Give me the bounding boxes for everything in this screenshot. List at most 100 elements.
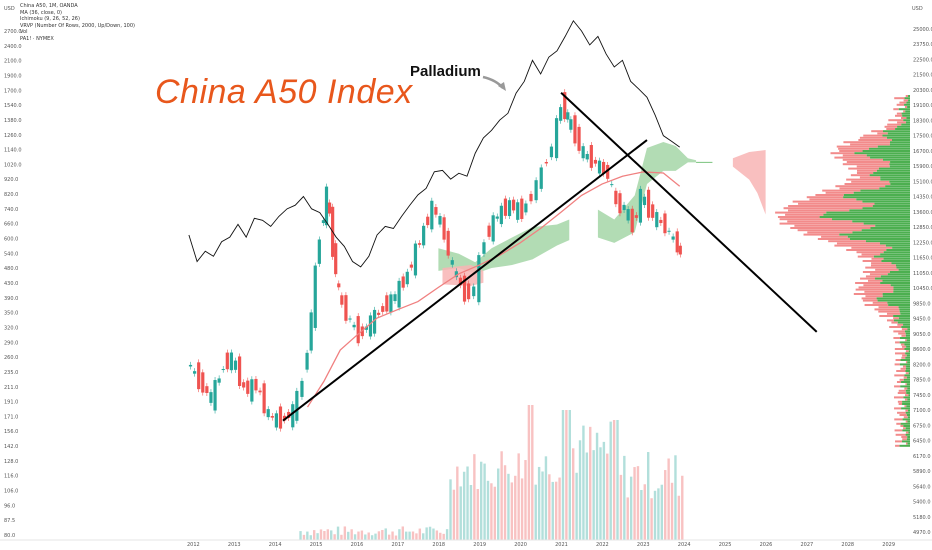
profile-bar-red — [860, 277, 876, 280]
left-tick-label: 1900.0 — [4, 73, 22, 79]
profile-bar-red — [893, 337, 900, 339]
profile-bar-green — [901, 440, 910, 443]
right-tick-label: 16700.0 — [913, 149, 932, 155]
volume-bar — [561, 410, 565, 540]
left-tick-label: 480.0 — [4, 266, 18, 272]
left-tick-label: 740.0 — [4, 207, 18, 213]
volume-bar — [323, 531, 326, 540]
legend-overlay[interactable]: PA1! · NYMEX — [20, 35, 54, 42]
right-tick-label: 11050.0 — [913, 271, 932, 277]
volume-bar — [578, 440, 582, 540]
trend-lines — [282, 75, 818, 422]
profile-bar-red — [878, 306, 899, 309]
profile-bar-green — [905, 433, 910, 436]
profile-bar-red — [850, 174, 870, 177]
volume-bar — [572, 448, 575, 540]
profile-bar-green — [899, 363, 910, 366]
profile-bar-red — [870, 264, 896, 267]
volume-bar — [568, 410, 571, 540]
right-tick-label: 19100.0 — [913, 103, 932, 109]
left-tick-label: 87.5 — [4, 518, 15, 524]
legend-panel: China A50, 1M, OANDA MA (36, close, 0) I… — [20, 3, 135, 42]
profile-bar-red — [896, 112, 902, 115]
candle-body — [321, 220, 326, 224]
left-tick-label: 350.0 — [4, 311, 18, 317]
left-tick-label: 96.0 — [4, 503, 15, 509]
right-tick-label: 7450.0 — [913, 393, 931, 399]
candle-body — [651, 204, 655, 218]
profile-bar-green — [874, 202, 910, 205]
volume-bar — [422, 533, 425, 540]
profile-bar-green — [886, 249, 910, 251]
profile-bar-green — [877, 145, 910, 148]
candle-body — [401, 276, 405, 288]
profile-bar-red — [904, 106, 908, 108]
left-tick-label: 2400.0 — [4, 44, 22, 50]
left-tick-label: 2100.0 — [4, 59, 22, 65]
profile-bar-green — [875, 277, 910, 280]
profile-bar-green — [898, 306, 910, 309]
legend-vol[interactable]: Vol — [20, 29, 28, 35]
profile-bar-red — [895, 341, 900, 344]
profile-bar-red — [905, 361, 908, 364]
profile-bar-green — [893, 286, 910, 289]
left-tick-label: 820.0 — [4, 192, 18, 198]
volume-bar — [500, 451, 503, 540]
candle-body — [205, 386, 209, 394]
right-tick-label: 22500.0 — [913, 57, 932, 63]
profile-bar-red — [846, 249, 887, 251]
candle-body — [581, 146, 585, 159]
profile-bar-red — [825, 191, 854, 194]
volume-bar — [476, 489, 479, 540]
profile-bar-red — [887, 123, 902, 126]
right-tick-label: 5640.0 — [913, 484, 931, 490]
profile-bar-red — [869, 273, 888, 276]
candle-body — [529, 193, 533, 202]
volume-bar — [636, 466, 640, 540]
legend-ichimoku[interactable]: Ichimoku (9, 26, 52, 26) — [20, 16, 80, 22]
profile-bar-green — [907, 328, 910, 331]
volume-bar — [606, 453, 609, 540]
legend-symbol[interactable]: China A50, 1M, OANDA — [20, 3, 78, 9]
volume-bar — [633, 467, 636, 540]
candle-body — [454, 271, 458, 278]
profile-bar-green — [882, 295, 910, 298]
volume-bar — [503, 465, 507, 540]
profile-bar-green — [898, 317, 910, 320]
volume-bar — [357, 531, 360, 540]
profile-bar-red — [836, 145, 878, 148]
candle-body — [422, 225, 426, 246]
left-tick-label: 235.0 — [4, 370, 18, 376]
profile-bar-green — [904, 374, 910, 377]
x-tick-label: 2012 — [187, 542, 200, 548]
volume-bar — [640, 489, 643, 540]
candle-body — [213, 380, 217, 411]
profile-bar-red — [901, 345, 907, 348]
profile-bar-green — [893, 290, 910, 293]
candle-body — [282, 415, 287, 421]
volume-bar — [312, 530, 316, 540]
profile-bar-green — [889, 180, 910, 183]
legend-vrvp[interactable]: VRVP (Number Of Rows, 2000, Up/Down, 100… — [20, 22, 135, 29]
profile-bar-red — [905, 372, 909, 375]
candle-body — [381, 306, 385, 312]
profile-bar-green — [904, 330, 910, 333]
profile-bar-red — [879, 315, 894, 317]
profile-bar-green — [907, 436, 910, 438]
profile-bar-red — [895, 114, 903, 117]
profile-bar-red — [899, 101, 907, 104]
candle-body — [188, 364, 193, 367]
volume-bar — [432, 528, 435, 540]
right-tick-label: 12250.0 — [913, 240, 932, 246]
profile-bar-green — [843, 194, 910, 196]
candle-body — [352, 324, 356, 328]
volume-bar — [548, 474, 551, 540]
legend-ma[interactable]: MA (36, close, 0) — [20, 9, 63, 16]
profile-bar-red — [821, 235, 848, 238]
profile-bar-green — [908, 394, 910, 397]
profile-bar-red — [896, 381, 902, 383]
profile-bar-green — [897, 125, 910, 128]
profile-bar-green — [906, 339, 910, 342]
profile-bar-red — [897, 323, 904, 326]
profile-bar-red — [897, 121, 907, 124]
